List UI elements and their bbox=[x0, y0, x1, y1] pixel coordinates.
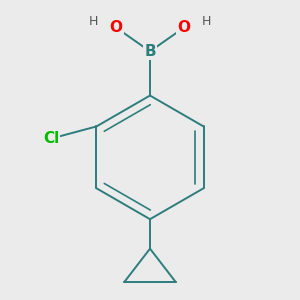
Text: B: B bbox=[144, 44, 156, 59]
Text: Cl: Cl bbox=[43, 131, 59, 146]
Text: H: H bbox=[89, 15, 98, 28]
Text: O: O bbox=[110, 20, 123, 35]
Text: H: H bbox=[202, 15, 211, 28]
Text: O: O bbox=[177, 20, 190, 35]
